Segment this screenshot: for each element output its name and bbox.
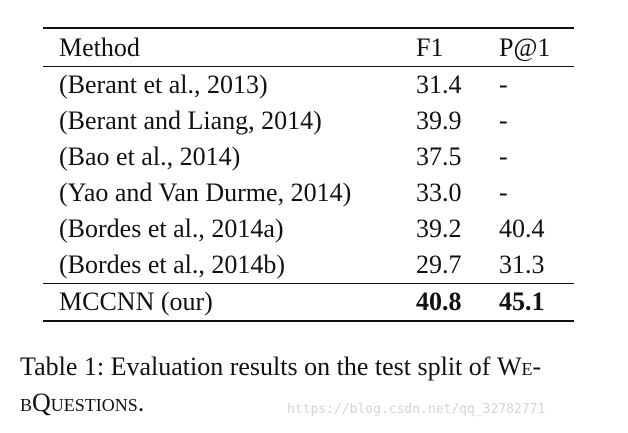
- caption-prefix: Table 1: Evaluation results on the test …: [20, 352, 497, 381]
- method-cell-ours: MCCNN (our): [59, 287, 213, 316]
- results-table: Method F1 P@1 (Berant et al., 2013) 31.4…: [43, 27, 574, 322]
- f1-cell: 39.9: [416, 106, 462, 135]
- method-cell: (Yao and Van Durme, 2014): [59, 178, 352, 207]
- table-header-rule: [43, 66, 574, 67]
- header-method: Method: [59, 33, 140, 62]
- table-row: (Berant et al., 2013) 31.4 -: [43, 67, 574, 103]
- table-row-ours: MCCNN (our) 40.8 45.1: [43, 284, 574, 320]
- p1-cell: 31.3: [499, 250, 545, 279]
- method-cell: (Berant et al., 2013): [59, 70, 268, 99]
- caption-dataset-part-2: bQuestions: [20, 388, 138, 417]
- header-p1: P@1: [499, 33, 551, 62]
- table-row: (Bao et al., 2014) 37.5 -: [43, 139, 574, 175]
- method-cell: (Bordes et al., 2014b): [59, 250, 286, 279]
- f1-cell: 31.4: [416, 70, 462, 99]
- method-cell: (Bao et al., 2014): [59, 142, 241, 171]
- method-cell: (Berant and Liang, 2014): [59, 106, 322, 135]
- p1-cell: -: [499, 178, 508, 207]
- table-row: (Bordes et al., 2014a) 39.2 40.4: [43, 211, 574, 247]
- caption-line-1: Table 1: Evaluation results on the test …: [20, 349, 610, 385]
- p1-cell: -: [499, 142, 508, 171]
- f1-cell: 29.7: [416, 250, 462, 279]
- p1-cell-ours: 45.1: [499, 287, 545, 316]
- table-row: (Bordes et al., 2014b) 29.7 31.3: [43, 247, 574, 283]
- watermark: https://blog.csdn.net/qq_32782771: [287, 402, 546, 417]
- caption-dataset-part-1: We-: [496, 352, 542, 381]
- table-bottom-rule: [43, 320, 574, 322]
- p1-cell: 40.4: [499, 214, 545, 243]
- f1-cell: 39.2: [416, 214, 462, 243]
- f1-cell: 37.5: [416, 142, 462, 171]
- method-cell: (Bordes et al., 2014a): [59, 214, 284, 243]
- f1-cell: 33.0: [416, 178, 462, 207]
- caption-suffix: .: [137, 388, 145, 417]
- table-header-row: Method F1 P@1: [43, 29, 574, 66]
- p1-cell: -: [499, 106, 508, 135]
- caption-line-2: bQuestions.: [20, 385, 610, 421]
- table-row: (Yao and Van Durme, 2014) 33.0 -: [43, 175, 574, 211]
- f1-cell-ours: 40.8: [416, 287, 462, 316]
- header-f1: F1: [416, 33, 444, 62]
- table-ours-rule: [43, 283, 574, 284]
- table-caption: Table 1: Evaluation results on the test …: [20, 349, 610, 421]
- p1-cell: -: [499, 70, 508, 99]
- table-top-rule: [43, 27, 574, 29]
- table-row: (Berant and Liang, 2014) 39.9 -: [43, 103, 574, 139]
